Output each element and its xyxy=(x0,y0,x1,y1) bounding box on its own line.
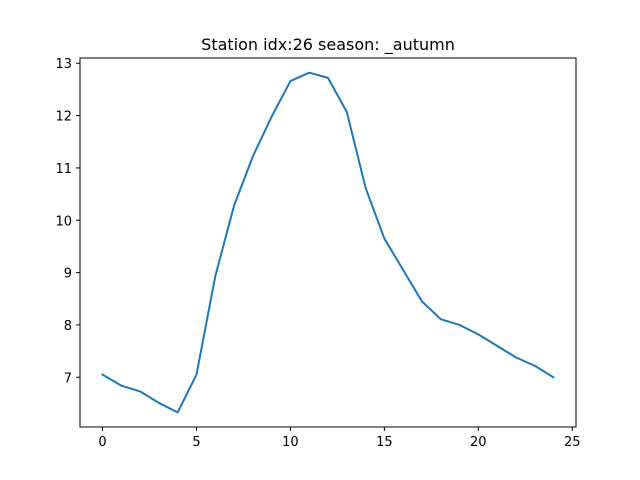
x-tick-label-10: 10 xyxy=(282,435,299,450)
x-tick-label-5: 5 xyxy=(192,435,200,450)
y-tick-label-11: 11 xyxy=(55,162,72,177)
y-tick-label-8: 8 xyxy=(64,319,72,334)
x-tick-label-25: 25 xyxy=(564,435,581,450)
y-tick-label-7: 7 xyxy=(64,371,72,386)
plot-area xyxy=(101,71,555,414)
series-line-0 xyxy=(101,71,555,414)
x-tick-label-20: 20 xyxy=(470,435,487,450)
y-tick-label-10: 10 xyxy=(55,214,72,229)
y-tick-label-9: 9 xyxy=(64,267,72,282)
x-tick-label-15: 15 xyxy=(376,435,393,450)
x-tick-label-0: 0 xyxy=(98,435,106,450)
axes-frame xyxy=(79,57,577,428)
y-tick-label-12: 12 xyxy=(55,110,72,125)
chart-title: Station idx:26 season: _autumn xyxy=(201,35,455,55)
y-tick-label-13: 13 xyxy=(55,57,72,72)
axes: 0 5 10 15 20 25 7 8 9 10 11 12 13 xyxy=(55,57,580,450)
